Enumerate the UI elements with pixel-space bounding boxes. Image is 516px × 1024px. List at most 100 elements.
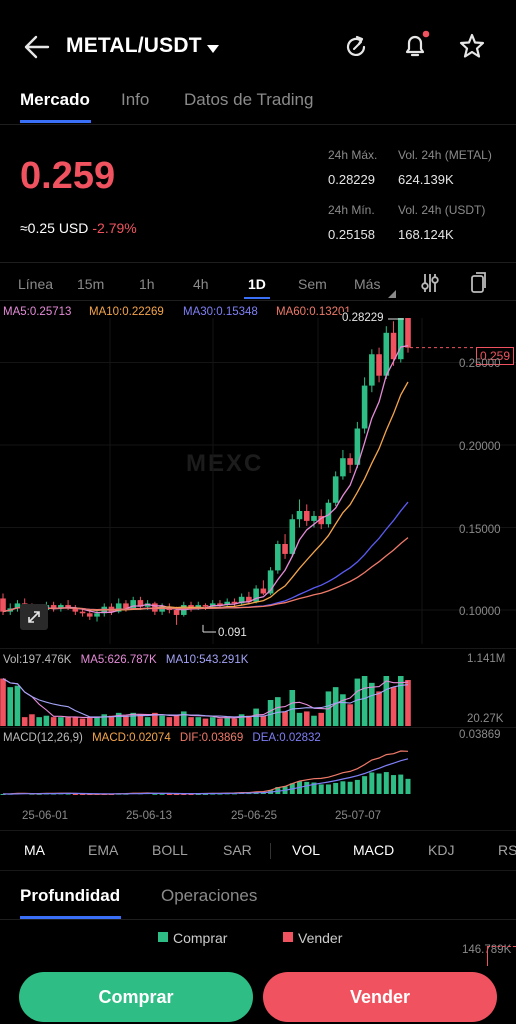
candle-body: [260, 588, 267, 594]
indicator-rs[interactable]: RS: [498, 842, 516, 858]
sell-legend-label: Vender: [298, 930, 343, 946]
divider: [0, 124, 516, 125]
pair-dropdown-icon[interactable]: [206, 41, 220, 59]
tab-info[interactable]: Info: [121, 90, 150, 109]
expand-chart-icon[interactable]: [20, 604, 48, 630]
macd-bar: [152, 793, 158, 795]
candle-body: [347, 458, 353, 465]
interval-1d[interactable]: 1D: [248, 276, 266, 292]
volume-bar: [361, 676, 368, 726]
macd-legend: MACD(12,26,9) MACD:0.02074 DIF:0.03869 D…: [3, 732, 321, 744]
volume-bar: [152, 712, 158, 726]
candle-body: [311, 515, 317, 521]
macd-bar: [36, 793, 42, 795]
macd-bar: [333, 782, 339, 794]
interval-mas[interactable]: Más: [354, 276, 381, 292]
candle-body: [173, 610, 180, 615]
volume-bar: [253, 708, 259, 726]
indicator-vol[interactable]: VOL: [292, 842, 321, 858]
volume-bar: [246, 715, 252, 726]
macd-chart: [0, 750, 411, 796]
indicator-settings-icon[interactable]: [420, 272, 440, 299]
macd-bar: [347, 781, 353, 794]
last-price: 0.259: [20, 155, 116, 197]
low-label: 24h Mín.: [328, 203, 375, 217]
macd-bar: [405, 778, 411, 794]
indicator-ema[interactable]: EMA: [88, 842, 119, 858]
candle-body: [217, 603, 223, 606]
macd-bar: [65, 793, 71, 795]
sell-button[interactable]: Vender: [263, 972, 497, 1022]
x-axis-date: 25-06-01: [22, 810, 69, 822]
volume-bar: [260, 715, 267, 726]
candle-body: [50, 605, 57, 609]
divider: [0, 919, 516, 920]
interval-sem[interactable]: Sem: [298, 276, 327, 292]
candle-body: [86, 613, 93, 617]
usd-value: ≈0.25 USD: [20, 220, 89, 236]
pair-title[interactable]: METAL/USDT: [66, 34, 202, 57]
volume-bar: [224, 717, 230, 726]
indicator-kdj[interactable]: KDJ: [428, 842, 455, 858]
macd-bar: [304, 781, 310, 794]
y-axis-label: 0.10000: [459, 606, 501, 618]
candle-body: [130, 600, 136, 609]
refresh-icon[interactable]: [343, 34, 369, 65]
divider: [0, 830, 516, 831]
candle-body: [303, 511, 310, 521]
volume-chart: [0, 676, 411, 726]
vol-ma10-line: [2, 678, 409, 718]
volume-bar: [0, 678, 6, 726]
buy-button[interactable]: Comprar: [19, 972, 253, 1022]
indicator-boll[interactable]: BOLL: [152, 842, 188, 858]
interval-1h[interactable]: 1h: [139, 276, 155, 292]
divider: [0, 300, 516, 301]
candlestick-chart[interactable]: [0, 318, 516, 644]
depth-tab-indicator: [20, 916, 121, 919]
interval-4h[interactable]: 4h: [193, 276, 209, 292]
back-arrow-icon[interactable]: [22, 34, 50, 60]
volume-bar: [130, 712, 136, 726]
candle-body: [79, 611, 86, 614]
ma30-value: MA30:0.15348: [183, 306, 258, 318]
candle-body: [159, 606, 165, 612]
ma60-value: MA60:0.13201: [276, 306, 351, 318]
macd-bar: [354, 779, 360, 794]
indicator-sar[interactable]: SAR: [223, 842, 252, 858]
volume-bar: [21, 717, 28, 726]
indicator-ma[interactable]: MA: [24, 842, 45, 858]
x-axis-date: 25-07-07: [335, 810, 382, 822]
macd-bar: [340, 781, 346, 794]
macd-bar: [166, 794, 172, 795]
macd-bar: [210, 793, 216, 795]
macd-bar: [398, 774, 404, 794]
indicator-macd[interactable]: MACD: [353, 842, 395, 858]
tab-operaciones[interactable]: Operaciones: [161, 886, 258, 905]
bell-icon[interactable]: [400, 30, 430, 65]
divider: [0, 262, 516, 263]
volume-bar: [181, 711, 187, 726]
volume-bar: [173, 715, 180, 726]
star-icon[interactable]: [458, 32, 486, 65]
macd-bar: [275, 787, 281, 794]
chart-settings-icon[interactable]: [470, 272, 488, 299]
interval-linea[interactable]: Línea: [18, 276, 54, 292]
macd-bar: [203, 793, 208, 795]
volume-bar: [238, 714, 245, 726]
tab-profundidad[interactable]: Profundidad: [20, 886, 121, 905]
tab-datos-trading[interactable]: Datos de Trading: [184, 90, 314, 109]
volume-bar: [275, 697, 281, 726]
vol-quote-value: 168.124K: [398, 227, 454, 242]
interval-15m[interactable]: 15m: [77, 276, 105, 292]
ma5-line: [2, 345, 409, 614]
depth-sell-edge: [487, 946, 488, 966]
dea-line: [3, 758, 409, 795]
dea-value: DEA:0.02832: [252, 732, 321, 744]
volume-bar: [144, 717, 151, 726]
tab-mercado[interactable]: Mercado: [20, 90, 90, 109]
candle-body: [72, 608, 79, 612]
y-axis-label: 0.20000: [459, 441, 501, 453]
candle-body: [354, 428, 361, 465]
candle-body: [390, 332, 397, 360]
high-marker: 0.28229: [342, 312, 384, 324]
